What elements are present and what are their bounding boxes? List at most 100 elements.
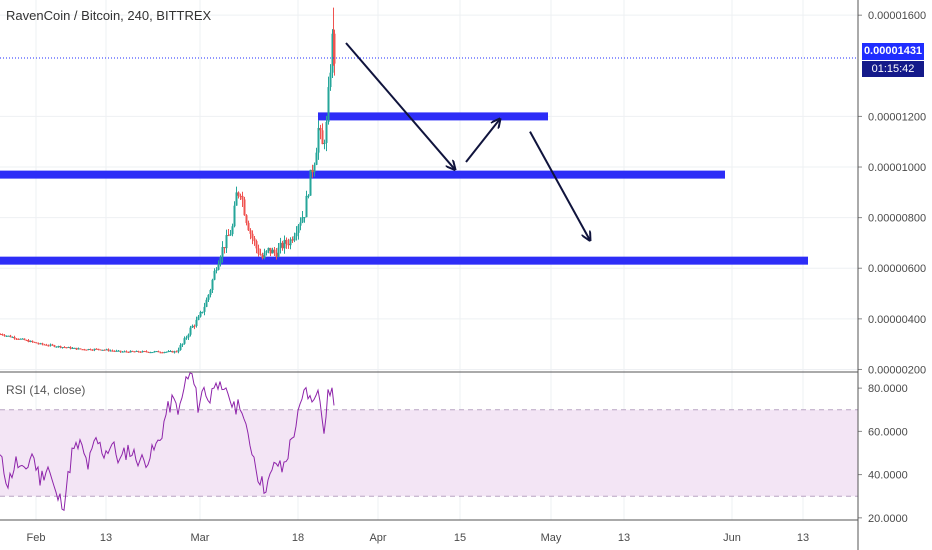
candle-body [87, 349, 90, 351]
rsi-panel [0, 372, 858, 512]
candle-body [133, 351, 136, 353]
candle-body [143, 351, 146, 353]
candle-body [119, 350, 122, 352]
candle-body [43, 344, 46, 346]
candle-body [223, 247, 226, 249]
rsi-band [0, 409, 858, 497]
candle-body [167, 351, 170, 353]
candle-body [117, 350, 120, 352]
candle-body [187, 334, 190, 338]
candle-body [275, 252, 278, 257]
candle-body [305, 195, 308, 218]
candle-body [47, 345, 50, 347]
candle-body [317, 127, 320, 153]
candle-body [195, 319, 198, 326]
candle-body [329, 72, 332, 88]
candle-body [141, 351, 144, 353]
candle-body [93, 348, 96, 351]
candle-body [289, 239, 292, 246]
candle-body [281, 242, 284, 249]
candle-body [253, 238, 256, 242]
candle-body [127, 351, 130, 353]
candle-body [319, 127, 322, 131]
x-tick-label: 13 [797, 532, 809, 544]
x-tick-label: 18 [292, 532, 304, 544]
projection-arrow [465, 119, 500, 163]
x-tick-label: 13 [100, 532, 112, 544]
candle-body [63, 347, 66, 349]
candle-body [33, 341, 36, 343]
rsi-y-tick-label: 60.0000 [868, 426, 908, 438]
candle-body [25, 340, 28, 342]
candle-body [7, 335, 10, 337]
candle-body [111, 350, 114, 352]
candle-body [251, 233, 254, 239]
candle-body [145, 351, 148, 353]
candle-body [65, 347, 68, 349]
candle-body [171, 350, 174, 353]
zone-band [318, 112, 548, 121]
candle-body [57, 346, 60, 348]
candle-body [189, 327, 192, 335]
x-tick-label: 15 [454, 532, 466, 544]
candle-body [277, 247, 280, 257]
candle-body [1, 334, 4, 336]
x-tick-label: 13 [618, 532, 630, 544]
candle-body [45, 344, 48, 346]
candle-body [307, 195, 310, 197]
candle-body [81, 349, 84, 351]
candle-body [291, 239, 294, 241]
candle-body [331, 33, 334, 73]
candle-body [107, 349, 110, 351]
candle-body [323, 142, 326, 145]
candle-body [23, 338, 26, 341]
candle-body [21, 338, 24, 340]
candle-body [215, 269, 218, 271]
y-tick-label: 0.00001200 [868, 111, 926, 123]
y-tick-label: 0.00000800 [868, 213, 926, 225]
candle-body [79, 348, 82, 350]
candle-body [157, 351, 160, 353]
rsi-y-tick-label: 20.0000 [868, 513, 908, 525]
candle-body [59, 346, 62, 348]
candle-body [139, 351, 142, 353]
candle-body [199, 312, 202, 317]
candle-body [229, 234, 232, 236]
candle-body [159, 352, 162, 354]
y-tick-label: 0.00000200 [868, 364, 926, 376]
candle-body [261, 255, 264, 259]
candle-body [75, 347, 78, 350]
candle-body [201, 311, 204, 313]
candle-body [29, 340, 32, 342]
candle-body [17, 338, 20, 340]
candle-body [311, 169, 314, 173]
candle-body [301, 217, 304, 223]
candle-body [231, 226, 234, 235]
rsi-label: RSI (14, close) [6, 383, 86, 397]
x-tick-label: Mar [191, 532, 210, 544]
last-price-badge: 0.00001431 [862, 43, 924, 60]
candle-body [149, 352, 152, 354]
candle-body [85, 349, 88, 351]
y-tick-label: 0.00001000 [868, 162, 926, 174]
candle-body [123, 351, 126, 353]
rsi-series-line [0, 372, 335, 512]
x-tick-label: Feb [27, 532, 46, 544]
candle-body [5, 335, 8, 337]
candle-body [237, 192, 240, 196]
zone-band [0, 170, 725, 179]
candle-body [95, 348, 98, 350]
candle-body [303, 217, 306, 219]
candle-body [125, 351, 128, 353]
candle-body [83, 349, 86, 351]
rsi-y-tick-label: 40.0000 [868, 470, 908, 482]
candle-body [211, 279, 214, 290]
candle-body [243, 199, 246, 216]
candle-body [207, 294, 210, 300]
candle-body [175, 351, 178, 353]
candle-body [219, 257, 222, 264]
candle-body [51, 344, 54, 346]
candle-body [9, 335, 12, 338]
chart-title: RavenCoin / Bitcoin, 240, BITTREX [6, 8, 212, 23]
